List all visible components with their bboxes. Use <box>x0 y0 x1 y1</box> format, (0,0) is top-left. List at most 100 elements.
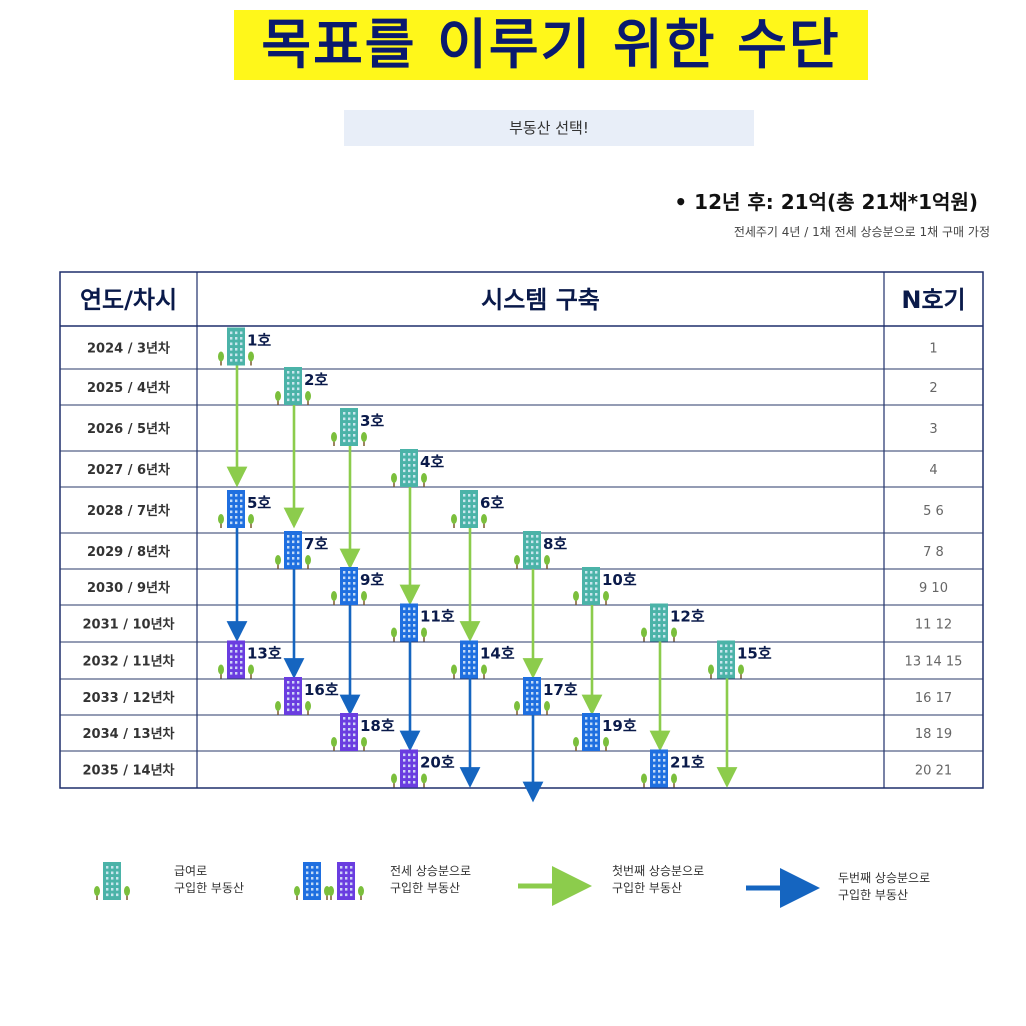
building-window <box>463 505 466 508</box>
building-window <box>658 781 661 784</box>
building-window <box>585 722 588 726</box>
tree-icon <box>305 701 311 711</box>
subtitle: 부동산 선택! <box>509 119 589 137</box>
building-window <box>585 739 588 742</box>
building-window <box>473 644 476 648</box>
building-window <box>595 587 598 591</box>
building-label: 1호 <box>247 332 271 350</box>
tree-icon <box>248 664 254 675</box>
building-window <box>348 598 351 602</box>
tree-icon <box>544 555 550 565</box>
building-window <box>413 607 416 611</box>
legend-label: 두번째 상승분으로 <box>838 871 930 885</box>
building-window <box>468 516 471 519</box>
building-window <box>526 562 529 566</box>
building-window <box>531 546 534 549</box>
building-window <box>658 775 661 779</box>
building-window <box>106 871 109 875</box>
building-window <box>526 540 529 544</box>
building-window <box>408 613 411 616</box>
building-window <box>235 510 238 514</box>
tree-icon <box>218 664 224 675</box>
building-window <box>408 759 411 762</box>
building-window <box>730 672 733 675</box>
building-window <box>468 655 471 659</box>
tree-icon <box>331 432 337 442</box>
building-window <box>653 775 656 779</box>
building-window <box>240 499 243 503</box>
building-window <box>235 499 238 503</box>
tree-icon <box>248 351 254 362</box>
building-window <box>240 650 243 653</box>
building-label: 20호 <box>420 754 455 772</box>
building-label: 8호 <box>543 535 567 553</box>
building-window <box>403 624 406 627</box>
building-window <box>235 672 238 675</box>
building-window <box>658 629 661 633</box>
building-window <box>235 661 238 664</box>
building-window <box>348 423 351 426</box>
tree-icon <box>481 514 487 524</box>
building-window <box>531 697 534 701</box>
legend-label: 구입한 부동산 <box>174 881 244 895</box>
building-window <box>408 480 411 484</box>
tree-icon <box>218 351 224 362</box>
legend-label: 구입한 부동산 <box>838 888 908 902</box>
building-window <box>468 661 471 664</box>
building-label: 7호 <box>304 535 328 553</box>
building-window <box>348 593 351 596</box>
tree-icon <box>573 737 579 747</box>
building-window <box>348 434 351 437</box>
tree-icon <box>331 591 337 601</box>
tree-icon <box>573 591 579 601</box>
building-window <box>292 557 295 560</box>
tree-icon <box>305 391 311 401</box>
building-window <box>230 516 233 519</box>
tree-icon <box>603 737 609 747</box>
building-icon <box>331 567 367 605</box>
building-window <box>531 708 534 712</box>
building-label: 2호 <box>304 371 328 389</box>
building-window <box>526 686 529 690</box>
building-window <box>408 618 411 622</box>
building-window <box>730 666 733 670</box>
building-window <box>403 475 406 478</box>
building-window <box>403 458 406 462</box>
building-window <box>287 376 290 380</box>
building-window <box>536 535 539 538</box>
building-window <box>526 557 529 560</box>
building-window <box>292 562 295 566</box>
building-window <box>725 661 728 664</box>
building-window <box>653 635 656 638</box>
building-window <box>311 866 314 869</box>
building-window <box>240 342 243 346</box>
building-icon <box>331 713 367 751</box>
building-window <box>353 587 356 591</box>
building-window <box>595 571 598 574</box>
building-window <box>663 775 666 779</box>
building-label: 15호 <box>737 645 772 663</box>
building-window <box>595 728 598 731</box>
building-window <box>658 753 661 757</box>
n-cell: 3 <box>929 422 937 437</box>
building-window <box>473 672 476 675</box>
building-icon <box>514 531 550 569</box>
building-window <box>403 464 406 467</box>
building-window <box>348 576 351 580</box>
building-window <box>531 535 534 538</box>
building-window <box>240 359 243 362</box>
building-window <box>413 458 416 462</box>
building-window <box>230 655 233 659</box>
building-window <box>297 546 300 549</box>
building-window <box>240 516 243 519</box>
building-window <box>590 744 593 748</box>
building-window <box>343 417 346 421</box>
building-window <box>287 535 290 538</box>
building-window <box>658 624 661 627</box>
building-window <box>663 618 666 622</box>
building-window <box>585 593 588 596</box>
building-window <box>408 753 411 757</box>
building-window <box>353 728 356 731</box>
building-window <box>111 882 114 886</box>
building-window <box>725 650 728 653</box>
